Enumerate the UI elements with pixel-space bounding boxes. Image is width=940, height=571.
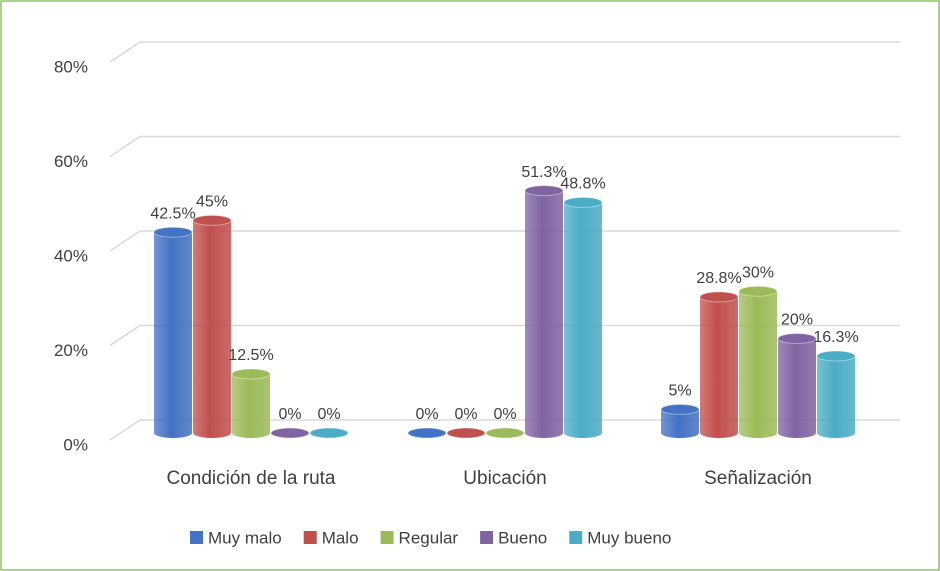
bar xyxy=(407,427,447,439)
legend-label: Muy malo xyxy=(208,528,282,547)
grid-line xyxy=(109,135,900,158)
bar-body xyxy=(700,296,738,438)
bar-top xyxy=(738,285,778,297)
bar-top xyxy=(816,350,856,362)
bar xyxy=(660,403,700,438)
data-label: 45% xyxy=(196,194,228,211)
data-label: 20% xyxy=(781,312,813,329)
legend-swatch xyxy=(480,531,494,544)
data-label: 48.8% xyxy=(560,176,605,193)
bar-body xyxy=(817,355,855,438)
bar xyxy=(309,427,349,439)
bar-top xyxy=(485,427,525,439)
grid-line xyxy=(109,41,900,63)
bar-top xyxy=(699,291,739,303)
x-tick-label: Ubicación xyxy=(463,468,546,489)
data-label: 0% xyxy=(415,406,438,423)
bar xyxy=(816,350,856,438)
y-tick-label: 80% xyxy=(54,57,88,76)
bar xyxy=(153,226,193,438)
bar-top xyxy=(446,427,486,439)
legend-label: Regular xyxy=(399,528,459,547)
legend-swatch xyxy=(303,531,317,544)
y-tick-label: 20% xyxy=(54,341,88,360)
bar-top xyxy=(231,368,271,380)
data-label: 5% xyxy=(668,383,691,400)
bar-top xyxy=(153,226,193,238)
bar xyxy=(563,196,603,438)
bar-top xyxy=(777,333,817,344)
legend-swatch xyxy=(380,531,394,544)
bar xyxy=(270,427,310,439)
y-tick-label: 40% xyxy=(54,246,88,265)
bar-top xyxy=(270,427,310,439)
legend-swatch xyxy=(190,531,203,544)
x-tick-label: Señalización xyxy=(704,468,812,489)
x-tick-label: Condición de la ruta xyxy=(167,468,336,489)
legend-label: Muy bueno xyxy=(587,528,671,547)
data-label: 12.5% xyxy=(228,347,273,364)
y-tick-label: 60% xyxy=(54,152,88,171)
bar xyxy=(699,291,739,438)
bar xyxy=(738,285,778,438)
bar-top xyxy=(524,185,564,197)
data-label: 0% xyxy=(454,406,477,423)
legend-swatch xyxy=(569,531,583,544)
bar-top xyxy=(192,214,232,226)
bar-body xyxy=(232,373,270,438)
data-label: 0% xyxy=(317,406,340,423)
bar-body xyxy=(193,220,231,438)
bar-top xyxy=(309,427,349,439)
y-tick-label: 0% xyxy=(63,435,88,454)
grid-line xyxy=(109,324,900,347)
bar-top xyxy=(660,403,700,415)
data-label: 42.5% xyxy=(150,205,195,222)
bar-body xyxy=(778,338,816,438)
bar-body xyxy=(661,409,699,438)
data-label: 51.3% xyxy=(521,164,566,181)
bar xyxy=(446,427,486,439)
bar xyxy=(485,427,525,439)
data-label: 28.8% xyxy=(696,270,741,287)
data-label: 30% xyxy=(742,264,774,281)
legend-label: Bueno xyxy=(498,528,547,547)
bar xyxy=(192,214,232,438)
bar-body xyxy=(154,232,192,438)
legend-label: Malo xyxy=(322,528,359,547)
bar xyxy=(231,368,271,438)
grid-line xyxy=(109,230,900,252)
bar xyxy=(524,185,564,438)
bar-top xyxy=(563,196,603,208)
bar-body xyxy=(525,190,563,438)
bar-body xyxy=(739,291,777,438)
data-label: 0% xyxy=(278,406,301,423)
data-label: 16.3% xyxy=(813,329,858,346)
bar-body xyxy=(564,202,602,438)
bar-top xyxy=(407,427,447,439)
bar xyxy=(777,333,817,438)
data-label: 0% xyxy=(493,406,516,423)
grid-line xyxy=(109,419,900,441)
